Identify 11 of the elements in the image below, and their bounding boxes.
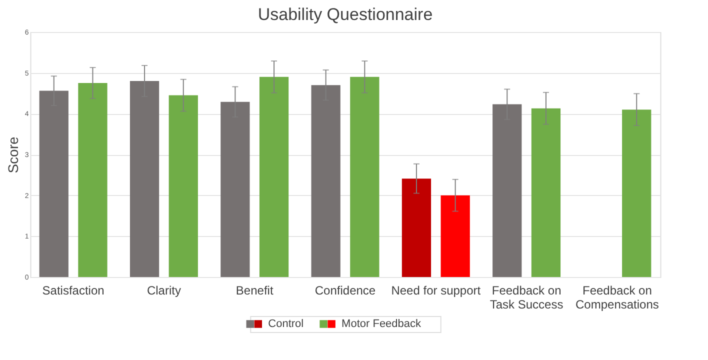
legend-label: Motor Feedback <box>342 318 422 330</box>
legend-label: Control <box>268 318 304 330</box>
chart-title: Usability Questionnaire <box>258 5 433 24</box>
y-axis-title: Score <box>4 136 21 174</box>
x-tick-label: Clarity <box>146 284 181 298</box>
x-tick-label: Feedback on Task Success <box>490 284 564 312</box>
x-tick-label: Confidence <box>314 284 376 298</box>
x-tick-label: Benefit <box>236 284 274 298</box>
x-tick-label: Need for support <box>391 284 482 298</box>
x-tick-label: Satisfaction <box>42 284 104 298</box>
x-tick-label: Feedback on Compensations <box>575 284 659 312</box>
